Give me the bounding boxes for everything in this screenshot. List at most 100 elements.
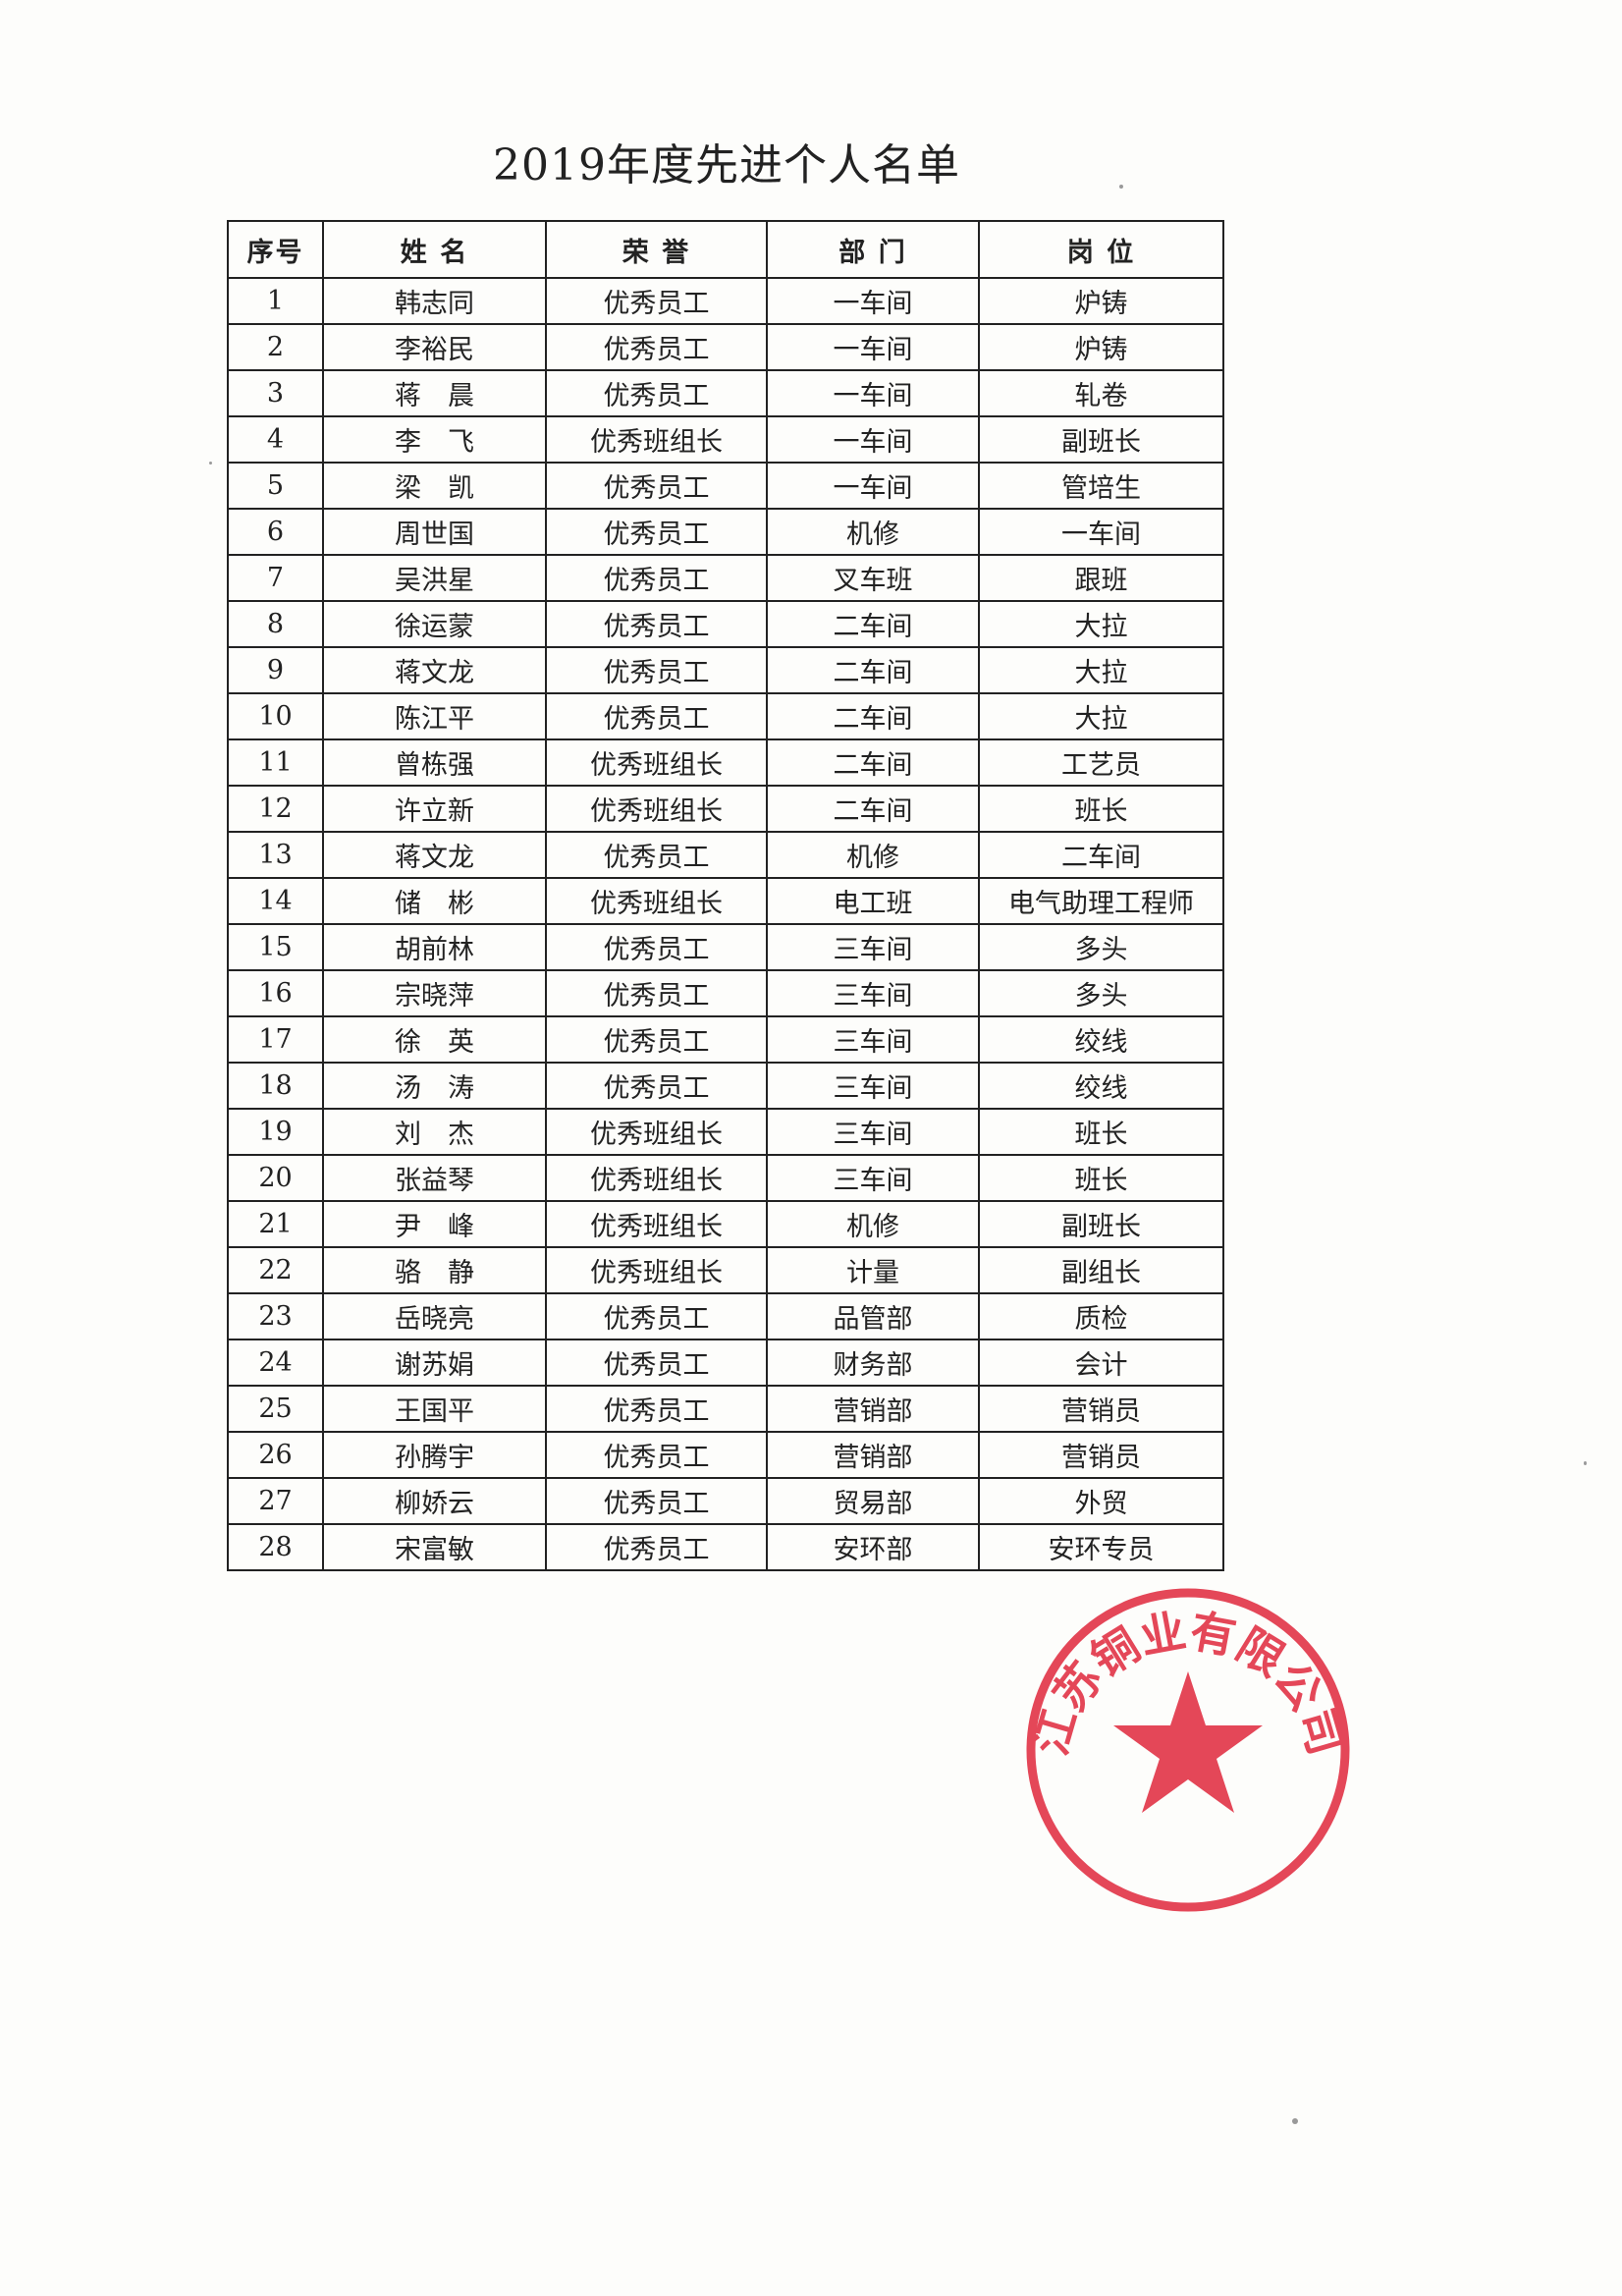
position-cell: 二车间 [978,831,1224,879]
honor-list-table: 序号姓 名荣 誉部 门岗 位 1 韩志同 优秀员工 一车间 炉铸 2 李裕民 优秀员工 一车间炉… [227,220,1224,1571]
position-cell: 绞线 [978,1062,1224,1110]
name-cell: 岳晓亮 [322,1292,547,1340]
position-cell: 多头 [978,969,1224,1017]
table-row: 25 王国平 优秀员工 营销部 营销员 [227,1385,1224,1433]
department-cell: 三车间 [766,1062,980,1110]
department-cell: 机修 [766,1200,980,1248]
department-cell: 营销部 [766,1431,980,1479]
table-row: 22 骆 静优秀班组长 计量 副组长 [227,1246,1224,1294]
index-cell: 28 [227,1523,324,1571]
department-cell: 安环部 [766,1523,980,1571]
department-cell: 三车间 [766,1015,980,1064]
index-cell: 21 [227,1200,324,1248]
index-cell: 7 [227,554,324,602]
honor-cell: 优秀班组长 [545,785,768,833]
index-cell: 24 [227,1339,324,1387]
honor-cell: 优秀员工 [545,369,768,417]
honor-cell: 优秀员工 [545,1015,768,1064]
index-cell: 11 [227,738,324,787]
index-cell: 23 [227,1292,324,1340]
honor-cell: 优秀员工 [545,646,768,694]
index-cell: 14 [227,877,324,925]
table-row: 9 蒋文龙 优秀员工 二车间 大拉 [227,646,1224,694]
honor-cell: 优秀员工 [545,923,768,971]
department-cell: 电工班 [766,877,980,925]
position-cell: 副组长 [978,1246,1224,1294]
department-cell: 品管部 [766,1292,980,1340]
name-cell: 汤 涛 [322,1062,547,1110]
name-cell: 宗晓萍 [322,969,547,1017]
index-cell: 1 [227,277,324,325]
position-cell: 副班长 [978,1200,1224,1248]
position-cell: 班长 [978,785,1224,833]
honor-cell: 优秀员工 [545,462,768,510]
name-cell: 蒋文龙 [322,831,547,879]
honor-cell: 优秀班组长 [545,738,768,787]
department-cell: 三车间 [766,923,980,971]
table-row: 19 刘 杰优秀班组长 三车间 班长 [227,1108,1224,1156]
name-cell: 韩志同 [322,277,547,325]
index-cell: 20 [227,1154,324,1202]
name-cell: 王国平 [322,1385,547,1433]
table-row: 6 周世国 优秀员工 机修 一车间 [227,508,1224,556]
name-cell: 陈江平 [322,692,547,740]
index-cell: 19 [227,1108,324,1156]
scan-speck [209,462,212,465]
name-cell: 张益琴 [322,1154,547,1202]
department-cell: 叉车班 [766,554,980,602]
column-header: 部 门 [766,220,980,279]
scan-speck [1292,2118,1298,2124]
name-cell: 胡前林 [322,923,547,971]
name-cell: 尹 峰 [322,1200,547,1248]
department-cell: 一车间 [766,369,980,417]
honor-cell: 优秀员工 [545,1292,768,1340]
name-cell: 宋富敏 [322,1523,547,1571]
table-row: 2 李裕民 优秀员工 一车间 炉铸 [227,323,1224,371]
table-row: 15 胡前林 优秀员工 三车间 多头 [227,923,1224,971]
table-row: 11 曾栋强 优秀班组长 二车间 工艺员 [227,738,1224,787]
column-header: 序号 [227,220,324,279]
position-cell: 炉铸 [978,323,1224,371]
index-cell: 5 [227,462,324,510]
index-cell: 2 [227,323,324,371]
column-header: 岗 位 [978,220,1224,279]
honor-cell: 优秀员工 [545,277,768,325]
table-row: 16 宗晓萍 优秀员工 三车间 多头 [227,969,1224,1017]
honor-cell: 优秀员工 [545,831,768,879]
index-cell: 22 [227,1246,324,1294]
department-cell: 贸易部 [766,1477,980,1525]
scan-speck [1584,1461,1587,1465]
table-row: 7 吴洪星 优秀员工 叉车班 跟班 [227,554,1224,602]
company-seal: 江苏铜业有限公司 [1023,1588,1353,1912]
honor-cell: 优秀员工 [545,600,768,648]
name-cell: 骆 静 [322,1246,547,1294]
table-row: 12 许立新 优秀班组长 二车间 班长 [227,785,1224,833]
honor-cell: 优秀员工 [545,692,768,740]
name-cell: 孙腾宇 [322,1431,547,1479]
index-cell: 17 [227,1015,324,1064]
table-row: 14 储 彬优秀班组长 电工班 电气助理工程师 [227,877,1224,925]
department-cell: 机修 [766,508,980,556]
honor-cell: 优秀员工 [545,1062,768,1110]
index-cell: 13 [227,831,324,879]
name-cell: 曾栋强 [322,738,547,787]
honor-cell: 优秀员工 [545,969,768,1017]
page-title: 2019年度先进个人名单 [493,140,960,191]
position-cell: 营销员 [978,1385,1224,1433]
honor-cell: 优秀班组长 [545,415,768,464]
name-cell: 周世国 [322,508,547,556]
name-cell: 梁 凯 [322,462,547,510]
scan-speck [1119,185,1123,189]
index-cell: 12 [227,785,324,833]
table-row: 8 徐运蒙 优秀员工 二车间 大拉 [227,600,1224,648]
index-cell: 6 [227,508,324,556]
index-cell: 25 [227,1385,324,1433]
department-cell: 财务部 [766,1339,980,1387]
index-cell: 27 [227,1477,324,1525]
department-cell: 三车间 [766,1108,980,1156]
honor-cell: 优秀班组长 [545,877,768,925]
column-header: 姓 名 [322,220,547,279]
position-cell: 电气助理工程师 [978,877,1224,925]
